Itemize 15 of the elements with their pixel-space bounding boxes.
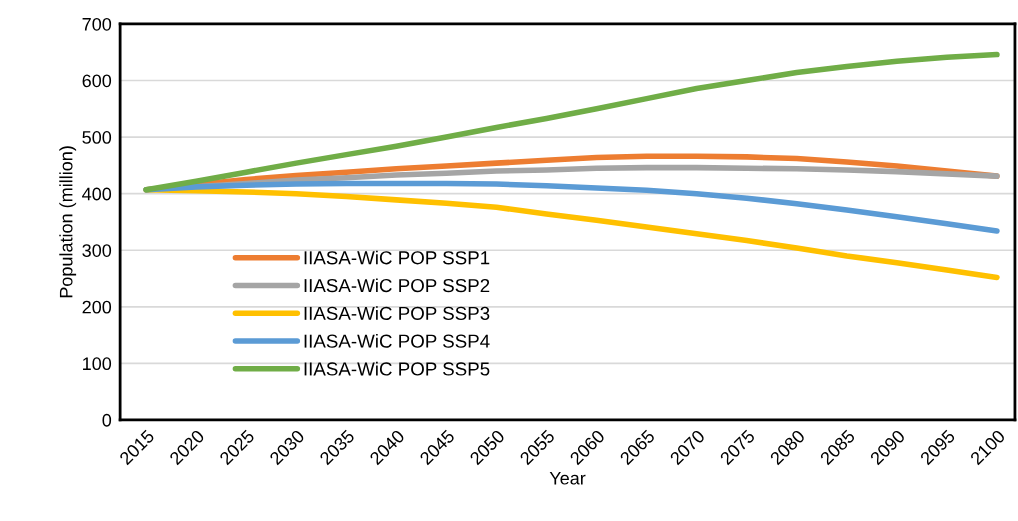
legend-label: IIASA-WiC POP SSP2 (304, 278, 490, 293)
y-tick-label: 700 (82, 17, 112, 31)
y-tick-label: 200 (82, 300, 112, 314)
legend-label: IIASA-WiC POP SSP3 (304, 306, 490, 321)
legend-label: IIASA-WiC POP SSP5 (304, 361, 490, 376)
y-tick-label: 100 (83, 357, 112, 371)
y-tick-label: 500 (82, 131, 112, 144)
y-tick-label: 600 (82, 74, 112, 88)
y-tick-label: 0 (102, 413, 112, 427)
y-tick-label: 300 (82, 244, 112, 257)
x-axis-title: Year (549, 472, 586, 485)
y-axis-title: Population (million) (59, 146, 77, 298)
y-tick-label: 400 (82, 187, 112, 201)
legend-label: IIASA-WiC POP SSP4 (304, 334, 490, 348)
legend-label: IIASA-WiC POP SSP1 (304, 250, 490, 265)
